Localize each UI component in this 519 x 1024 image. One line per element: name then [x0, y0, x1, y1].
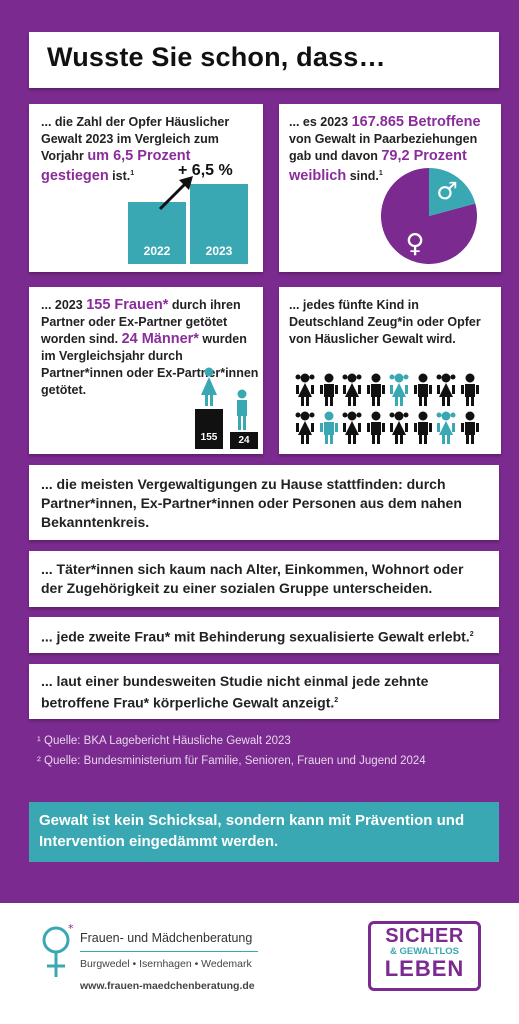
child-icon — [413, 411, 432, 444]
page-title: Wusste Sie schon, dass… — [29, 32, 499, 88]
highlight-women: 155 Frauen* — [86, 297, 169, 313]
bar-2022: 2022 — [128, 202, 186, 264]
change-label: + 6,5 % — [178, 162, 233, 179]
source-1: ¹ Quelle: BKA Lagebericht Häusliche Gewa… — [37, 735, 291, 747]
org-divider — [80, 951, 258, 952]
fact-card-killed: ... 2023 155 Frauen* durch ihren Partner… — [29, 287, 263, 454]
closing-banner: Gewalt ist kein Schicksal, sondern kann … — [29, 802, 499, 862]
highlight-female: 79,2 Prozent weiblich — [289, 148, 467, 185]
svg-text:*: * — [68, 922, 74, 935]
highlight-men: 24 Männer* — [121, 331, 199, 347]
female-symbol-icon: ♀ — [405, 229, 424, 259]
org-url-link[interactable]: www.frauen-maedchenberatung.de — [80, 980, 255, 992]
fact-card-children: ... jedes fünfte Kind in Deutschland Zeu… — [279, 287, 501, 454]
child-icon — [295, 411, 315, 444]
child-icon — [413, 373, 432, 406]
highlight-affected: 167.865 Betroffene — [351, 114, 481, 130]
children-icon-grid — [295, 373, 485, 445]
podium-women: 155 — [195, 409, 223, 449]
trend-arrow-icon — [158, 176, 193, 211]
fact-wide-rape: ... die meisten Vergewaltigungen zu Haus… — [29, 465, 499, 540]
child-icon — [389, 411, 409, 444]
male-symbol-icon: ♂ — [436, 177, 458, 205]
child-icon — [319, 373, 338, 406]
child-icon — [319, 411, 338, 444]
child-icon — [342, 411, 362, 444]
bar-2023: 2023 — [190, 184, 248, 264]
fact-card-victims-increase: ... die Zahl der Opfer Häuslicher Gewalt… — [29, 104, 263, 272]
source-2: ² Quelle: Bundesministerium für Familie,… — [37, 755, 426, 767]
fact-wide-reporting: ... laut einer bundesweiten Studie nicht… — [29, 664, 499, 719]
child-icon — [389, 373, 409, 406]
fact-wide-disability: ... jede zweite Frau* mit Behinderung se… — [29, 617, 499, 653]
child-icon — [366, 411, 385, 444]
podium-men: 24 — [230, 432, 258, 449]
venus-logo-icon: * — [42, 922, 74, 977]
campaign-badge: SICHER & GEWALTLOS LEBEN — [368, 921, 481, 991]
child-icon — [295, 373, 315, 406]
child-icon — [436, 373, 456, 406]
org-places: Burgwedel • Isernhagen • Wedemark — [80, 958, 252, 970]
gender-pie-chart: ♂ ♀ — [381, 168, 477, 264]
org-name: Frauen- und Mädchenberatung — [80, 931, 253, 945]
fact-wide-perpetrators: ... Täter*innen sich kaum nach Alter, Ei… — [29, 551, 499, 607]
sources: ¹ Quelle: BKA Lagebericht Häusliche Gewa… — [37, 731, 426, 771]
pie-slice-male — [429, 168, 476, 216]
fact-card-children-text: ... jedes fünfte Kind in Deutschland Zeu… — [289, 298, 481, 346]
fact-card-affected-text: ... es 2023 167.865 Betroffene von Gewal… — [289, 114, 481, 185]
child-icon — [460, 411, 479, 444]
child-icon — [366, 373, 385, 406]
fact-card-killed-text: ... 2023 155 Frauen* durch ihren Partner… — [41, 297, 259, 397]
woman-figure-icon — [201, 367, 217, 406]
fact-card-victims-text: ... die Zahl der Opfer Häuslicher Gewalt… — [41, 115, 230, 185]
child-icon — [460, 373, 479, 406]
man-figure-icon — [237, 389, 247, 430]
fact-card-affected: ... es 2023 167.865 Betroffene von Gewal… — [279, 104, 501, 272]
highlight-percent: um 6,5 Prozent gestiegen — [41, 148, 191, 185]
child-icon — [342, 373, 362, 406]
child-icon — [436, 411, 456, 444]
